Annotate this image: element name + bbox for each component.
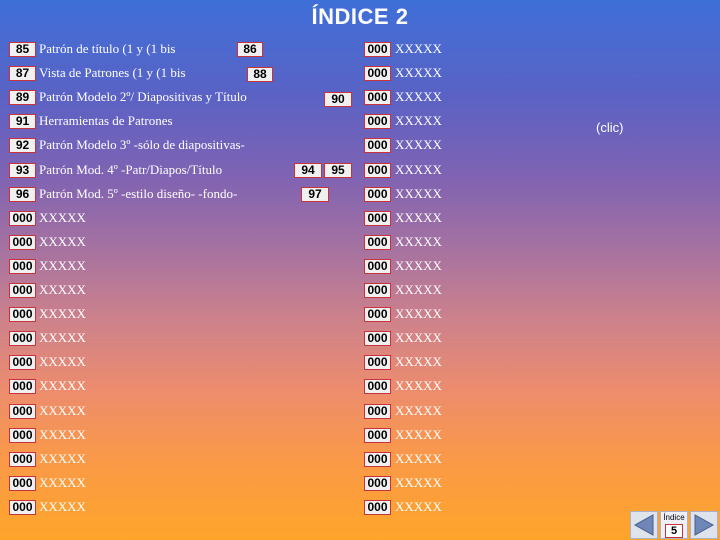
left-row-number-badge[interactable]: 000: [9, 331, 36, 346]
right-row-number-badge[interactable]: 000: [364, 404, 391, 419]
link-badge-97[interactable]: 97: [301, 187, 329, 202]
left-row-label: Patrón Mod. 4º -Patr/Diapos/Título: [39, 162, 223, 177]
right-row-number-badge[interactable]: 000: [364, 500, 391, 515]
triangle-left-icon: [633, 514, 654, 536]
right-row-number-badge[interactable]: 000: [364, 138, 391, 153]
right-row-label: XXXXX: [395, 258, 442, 273]
right-row-number-badge[interactable]: 000: [364, 235, 391, 250]
right-row-number-badge[interactable]: 000: [364, 114, 391, 129]
left-row-label: XXXXX: [39, 330, 86, 345]
left-row-number-badge[interactable]: 000: [9, 235, 36, 250]
link-badge-86[interactable]: 86: [237, 42, 263, 57]
left-row-label: XXXXX: [39, 306, 86, 321]
index-button[interactable]: Índice 5: [660, 511, 688, 539]
right-row-number-badge[interactable]: 000: [364, 355, 391, 370]
right-row-number-badge[interactable]: 000: [364, 379, 391, 394]
left-row-number-badge[interactable]: 85: [9, 42, 36, 57]
left-row-label: Patrón Modelo 3º -sólo de diapositivas-: [39, 137, 245, 152]
page-title: ÍNDICE 2: [311, 4, 409, 29]
left-row-number-badge[interactable]: 000: [9, 259, 36, 274]
left-row-label: XXXXX: [39, 403, 86, 418]
right-row-label: XXXXX: [395, 210, 442, 225]
right-row-number-badge[interactable]: 000: [364, 259, 391, 274]
left-row-number-badge[interactable]: 000: [9, 476, 36, 491]
right-row-label: XXXXX: [395, 354, 442, 369]
left-row-label: XXXXX: [39, 499, 86, 514]
left-row-number-badge[interactable]: 89: [9, 90, 36, 105]
right-row-number-badge[interactable]: 000: [364, 307, 391, 322]
left-row-label: Patrón Mod. 5º -estilo diseño- -fondo-: [39, 186, 238, 201]
right-row-label: XXXXX: [395, 330, 442, 345]
link-badge-90[interactable]: 90: [324, 92, 352, 107]
triangle-right-icon: [694, 514, 715, 536]
right-row-number-badge[interactable]: 000: [364, 283, 391, 298]
right-row-number-badge[interactable]: 000: [364, 66, 391, 81]
right-row-number-badge[interactable]: 000: [364, 163, 391, 178]
left-row-label: XXXXX: [39, 258, 86, 273]
left-row-label: Herramientas de Patrones: [39, 113, 173, 128]
left-row-number-badge[interactable]: 96: [9, 187, 36, 202]
left-row-label: Vista de Patrones (1 y (1 bis: [39, 65, 186, 80]
left-row-label: XXXXX: [39, 378, 86, 393]
left-row-number-badge[interactable]: 000: [9, 500, 36, 515]
right-row-label: XXXXX: [395, 162, 442, 177]
right-row-number-badge[interactable]: 000: [364, 476, 391, 491]
right-row-label: XXXXX: [395, 451, 442, 466]
right-row-label: XXXXX: [395, 186, 442, 201]
next-slide-button[interactable]: [690, 511, 718, 539]
right-row-label: XXXXX: [395, 137, 442, 152]
right-row-number-badge[interactable]: 000: [364, 211, 391, 226]
right-row-number-badge[interactable]: 000: [364, 331, 391, 346]
left-row-label: XXXXX: [39, 234, 86, 249]
right-row-label: XXXXX: [395, 306, 442, 321]
right-row-label: XXXXX: [395, 427, 442, 442]
right-row-label: XXXXX: [395, 41, 442, 56]
right-row-label: XXXXX: [395, 89, 442, 104]
left-row-number-badge[interactable]: 87: [9, 66, 36, 81]
left-row-number-badge[interactable]: 000: [9, 307, 36, 322]
index-button-label: Índice: [663, 513, 685, 522]
click-hint: (clic): [596, 120, 624, 135]
right-row-label: XXXXX: [395, 475, 442, 490]
left-row-label: Patrón de título (1 y (1 bis: [39, 41, 176, 56]
prev-slide-button[interactable]: [630, 511, 658, 539]
right-row-label: XXXXX: [395, 378, 442, 393]
left-row-label: XXXXX: [39, 451, 86, 466]
left-row-number-badge[interactable]: 000: [9, 428, 36, 443]
left-row-label: XXXXX: [39, 354, 86, 369]
left-row-label: Patrón Modelo 2º/ Diapositivas y Título: [39, 89, 247, 104]
right-row-number-badge[interactable]: 000: [364, 42, 391, 57]
left-row-label: XXXXX: [39, 427, 86, 442]
left-row-number-badge[interactable]: 000: [9, 355, 36, 370]
right-row-number-badge[interactable]: 000: [364, 428, 391, 443]
link-badge-88[interactable]: 88: [247, 67, 273, 82]
right-row-label: XXXXX: [395, 282, 442, 297]
left-row-number-badge[interactable]: 000: [9, 283, 36, 298]
left-row-number-badge[interactable]: 000: [9, 211, 36, 226]
right-row-label: XXXXX: [395, 234, 442, 249]
right-row-label: XXXXX: [395, 499, 442, 514]
left-row-number-badge[interactable]: 92: [9, 138, 36, 153]
left-row-label: XXXXX: [39, 282, 86, 297]
right-row-label: XXXXX: [395, 65, 442, 80]
index-button-number: 5: [665, 524, 683, 538]
left-row-number-badge[interactable]: 000: [9, 452, 36, 467]
left-row-number-badge[interactable]: 000: [9, 379, 36, 394]
link-badge-94[interactable]: 94: [294, 163, 322, 178]
left-row-label: XXXXX: [39, 210, 86, 225]
left-row-number-badge[interactable]: 93: [9, 163, 36, 178]
right-row-number-badge[interactable]: 000: [364, 452, 391, 467]
left-row-label: XXXXX: [39, 475, 86, 490]
right-row-label: XXXXX: [395, 403, 442, 418]
right-row-number-badge[interactable]: 000: [364, 90, 391, 105]
right-row-number-badge[interactable]: 000: [364, 187, 391, 202]
left-row-number-badge[interactable]: 000: [9, 404, 36, 419]
left-row-number-badge[interactable]: 91: [9, 114, 36, 129]
right-row-label: XXXXX: [395, 113, 442, 128]
link-badge-95[interactable]: 95: [324, 163, 352, 178]
